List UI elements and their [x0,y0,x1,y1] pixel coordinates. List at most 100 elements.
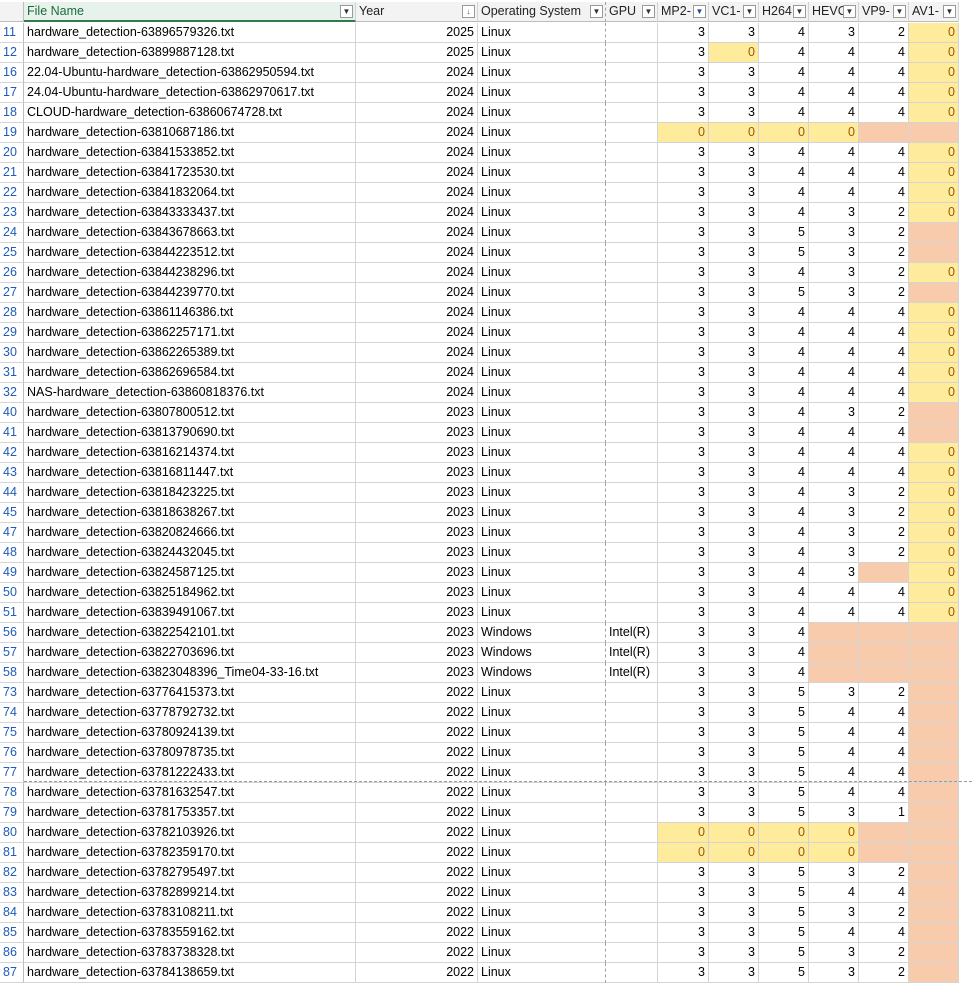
cell-file-name[interactable]: hardware_detection-63782899214.txt [24,883,356,903]
cell-mp2[interactable]: 3 [658,663,709,683]
column-header-vp9[interactable]: VP9- ▼ [859,2,909,22]
row-number[interactable]: 83 [0,883,24,903]
cell-operating-system[interactable]: Linux [478,883,606,903]
cell-gpu[interactable] [606,163,658,183]
cell-mp2[interactable]: 3 [658,483,709,503]
cell-vc1[interactable]: 0 [709,823,759,843]
cell-av1[interactable]: 0 [909,523,959,543]
cell-vp9[interactable]: 4 [859,303,909,323]
cell-operating-system[interactable]: Linux [478,603,606,623]
cell-operating-system[interactable]: Linux [478,843,606,863]
cell-file-name[interactable]: hardware_detection-63843333437.txt [24,203,356,223]
cell-vc1[interactable]: 3 [709,143,759,163]
cell-hevc[interactable]: 4 [809,143,859,163]
cell-av1[interactable]: 0 [909,343,959,363]
row-number[interactable]: 24 [0,223,24,243]
row-number[interactable]: 31 [0,363,24,383]
cell-operating-system[interactable]: Linux [478,823,606,843]
cell-year[interactable]: 2023 [356,503,478,523]
cell-mp2[interactable]: 3 [658,883,709,903]
cell-file-name[interactable]: hardware_detection-63816811447.txt [24,463,356,483]
cell-file-name[interactable]: hardware_detection-63899887128.txt [24,43,356,63]
cell-operating-system[interactable]: Linux [478,683,606,703]
cell-hevc[interactable]: 3 [809,683,859,703]
cell-h264[interactable]: 4 [759,43,809,63]
cell-vp9[interactable]: 2 [859,403,909,423]
cell-av1[interactable] [909,963,959,983]
row-number[interactable]: 73 [0,683,24,703]
row-number[interactable]: 58 [0,663,24,683]
cell-vp9[interactable] [859,663,909,683]
cell-vp9[interactable]: 4 [859,323,909,343]
cell-vc1[interactable]: 3 [709,203,759,223]
cell-hevc[interactable]: 4 [809,923,859,943]
cell-operating-system[interactable]: Linux [478,743,606,763]
cell-av1[interactable]: 0 [909,183,959,203]
cell-av1[interactable] [909,623,959,643]
cell-file-name[interactable]: hardware_detection-63824587125.txt [24,563,356,583]
cell-operating-system[interactable]: Linux [478,903,606,923]
cell-vc1[interactable]: 3 [709,803,759,823]
cell-gpu[interactable] [606,483,658,503]
cell-mp2[interactable]: 3 [658,463,709,483]
row-number[interactable]: 78 [0,783,24,803]
cell-mp2[interactable]: 3 [658,723,709,743]
cell-gpu[interactable] [606,803,658,823]
cell-hevc[interactable]: 4 [809,43,859,63]
row-number[interactable]: 26 [0,263,24,283]
cell-hevc[interactable]: 3 [809,283,859,303]
row-number[interactable]: 49 [0,563,24,583]
cell-hevc[interactable]: 4 [809,303,859,323]
cell-mp2[interactable]: 3 [658,423,709,443]
row-number[interactable]: 81 [0,843,24,863]
cell-operating-system[interactable]: Linux [478,963,606,983]
column-header-year[interactable]: Year ↓ [356,2,478,22]
cell-vp9[interactable] [859,623,909,643]
cell-h264[interactable]: 5 [759,723,809,743]
cell-file-name[interactable]: hardware_detection-63818638267.txt [24,503,356,523]
cell-operating-system[interactable]: Linux [478,23,606,43]
cell-h264[interactable]: 0 [759,843,809,863]
cell-file-name[interactable]: hardware_detection-63844238296.txt [24,263,356,283]
cell-hevc[interactable]: 4 [809,583,859,603]
cell-vc1[interactable]: 3 [709,263,759,283]
cell-gpu[interactable] [606,203,658,223]
cell-av1[interactable]: 0 [909,23,959,43]
cell-year[interactable]: 2023 [356,523,478,543]
cell-gpu[interactable] [606,63,658,83]
row-number[interactable]: 23 [0,203,24,223]
cell-operating-system[interactable]: Linux [478,43,606,63]
cell-gpu[interactable] [606,543,658,563]
cell-av1[interactable] [909,663,959,683]
cell-gpu[interactable] [606,323,658,343]
cell-gpu[interactable] [606,403,658,423]
cell-hevc[interactable]: 0 [809,843,859,863]
cell-mp2[interactable]: 3 [658,623,709,643]
cell-mp2[interactable]: 3 [658,243,709,263]
cell-mp2[interactable]: 3 [658,643,709,663]
cell-gpu[interactable] [606,943,658,963]
cell-gpu[interactable] [606,423,658,443]
cell-vc1[interactable]: 3 [709,483,759,503]
cell-year[interactable]: 2022 [356,823,478,843]
cell-vp9[interactable]: 4 [859,43,909,63]
cell-mp2[interactable]: 3 [658,703,709,723]
filter-dropdown-icon[interactable]: ▼ [793,5,806,18]
cell-file-name[interactable]: hardware_detection-63807800512.txt [24,403,356,423]
cell-av1[interactable] [909,783,959,803]
filter-dropdown-icon[interactable]: ▼ [943,5,956,18]
cell-h264[interactable]: 4 [759,83,809,103]
cell-vp9[interactable]: 2 [859,243,909,263]
row-number[interactable]: 11 [0,23,24,43]
cell-mp2[interactable]: 3 [658,943,709,963]
cell-gpu[interactable] [606,523,658,543]
cell-gpu[interactable] [606,743,658,763]
cell-gpu[interactable]: Intel(R) [606,623,658,643]
cell-year[interactable]: 2022 [356,763,478,783]
cell-mp2[interactable]: 3 [658,103,709,123]
cell-operating-system[interactable]: Linux [478,763,606,783]
cell-vc1[interactable]: 3 [709,63,759,83]
cell-file-name[interactable]: hardware_detection-63782103926.txt [24,823,356,843]
cell-mp2[interactable]: 3 [658,363,709,383]
column-header-operating-system[interactable]: Operating System ▼ [478,2,606,22]
